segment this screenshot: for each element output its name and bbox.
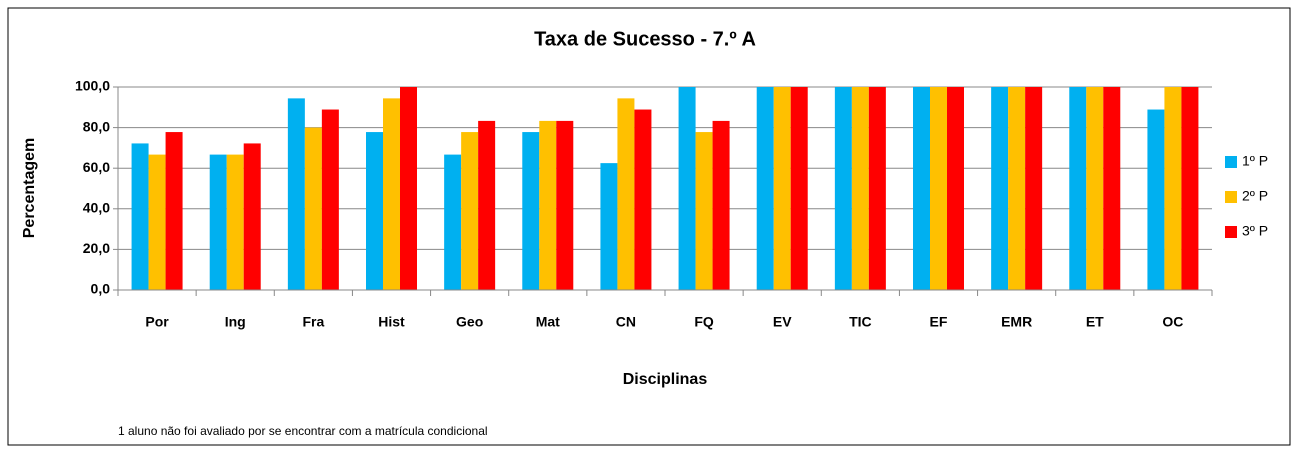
x-tick-label: EMR [1001, 314, 1032, 330]
x-axis-title: Disciplinas [623, 371, 708, 388]
bar [1181, 87, 1199, 290]
bar [209, 154, 227, 290]
y-tick-label: 20,0 [83, 240, 110, 256]
bar [851, 87, 869, 290]
legend-label: 3º P [1242, 223, 1268, 239]
bar [868, 87, 886, 290]
bar [304, 127, 322, 290]
bar [461, 132, 479, 290]
bar [556, 120, 574, 290]
x-tick-label: Mat [536, 314, 560, 330]
y-tick-label: 60,0 [83, 159, 110, 175]
bar [287, 98, 305, 290]
bar [383, 98, 400, 290]
y-tick-label: 80,0 [83, 118, 110, 134]
x-tick-label: CN [616, 314, 636, 330]
x-tick-label: EF [930, 314, 948, 330]
bar [1008, 87, 1026, 290]
y-tick-label: 0,0 [91, 281, 111, 297]
x-tick-label: Hist [378, 314, 405, 330]
bar [226, 154, 244, 290]
bar [1069, 87, 1087, 290]
x-tick-label: EV [773, 314, 792, 330]
legend-swatch [1225, 226, 1237, 238]
x-tick-label: Por [145, 314, 169, 330]
bar [991, 87, 1009, 290]
x-tick-label: FQ [694, 314, 714, 330]
x-tick-label: Fra [302, 314, 324, 330]
bar [930, 87, 947, 290]
bar [366, 132, 383, 290]
bar [773, 87, 791, 290]
bar [1025, 87, 1043, 290]
legend-swatch [1225, 191, 1237, 203]
bar [444, 154, 462, 290]
bar [1147, 109, 1165, 291]
bar [712, 120, 730, 290]
bar [243, 143, 261, 290]
bar [1086, 87, 1104, 290]
bar [678, 87, 696, 290]
x-tick-label: Geo [456, 314, 483, 330]
y-axis-title: Percentagem [21, 138, 38, 239]
bar [600, 163, 618, 290]
bar [1103, 87, 1121, 290]
bar [165, 132, 183, 290]
bar [790, 87, 808, 290]
bar [1164, 87, 1182, 290]
bar [478, 120, 496, 290]
bar [947, 87, 964, 290]
bar [321, 109, 339, 291]
legend-swatch [1225, 156, 1237, 168]
bar [148, 154, 166, 290]
bar [617, 98, 635, 290]
bar [913, 87, 930, 290]
bar [756, 87, 774, 290]
bar [539, 120, 557, 290]
y-tick-label: 100,0 [75, 78, 110, 94]
y-tick-label: 40,0 [83, 200, 110, 216]
x-tick-label: ET [1086, 314, 1104, 330]
x-tick-label: TIC [849, 314, 872, 330]
x-tick-label: Ing [225, 314, 246, 330]
footnote: 1 aluno não foi avaliado por se encontra… [118, 424, 488, 438]
legend-label: 1º P [1242, 153, 1268, 169]
bar [131, 143, 149, 290]
bar [834, 87, 852, 290]
bar [634, 109, 652, 291]
legend-label: 2º P [1242, 188, 1268, 204]
bar [522, 132, 540, 290]
x-tick-label: OC [1162, 314, 1183, 330]
bar [400, 87, 417, 290]
chart-title: Taxa de Sucesso - 7.º A [534, 28, 756, 50]
bar [695, 132, 713, 290]
